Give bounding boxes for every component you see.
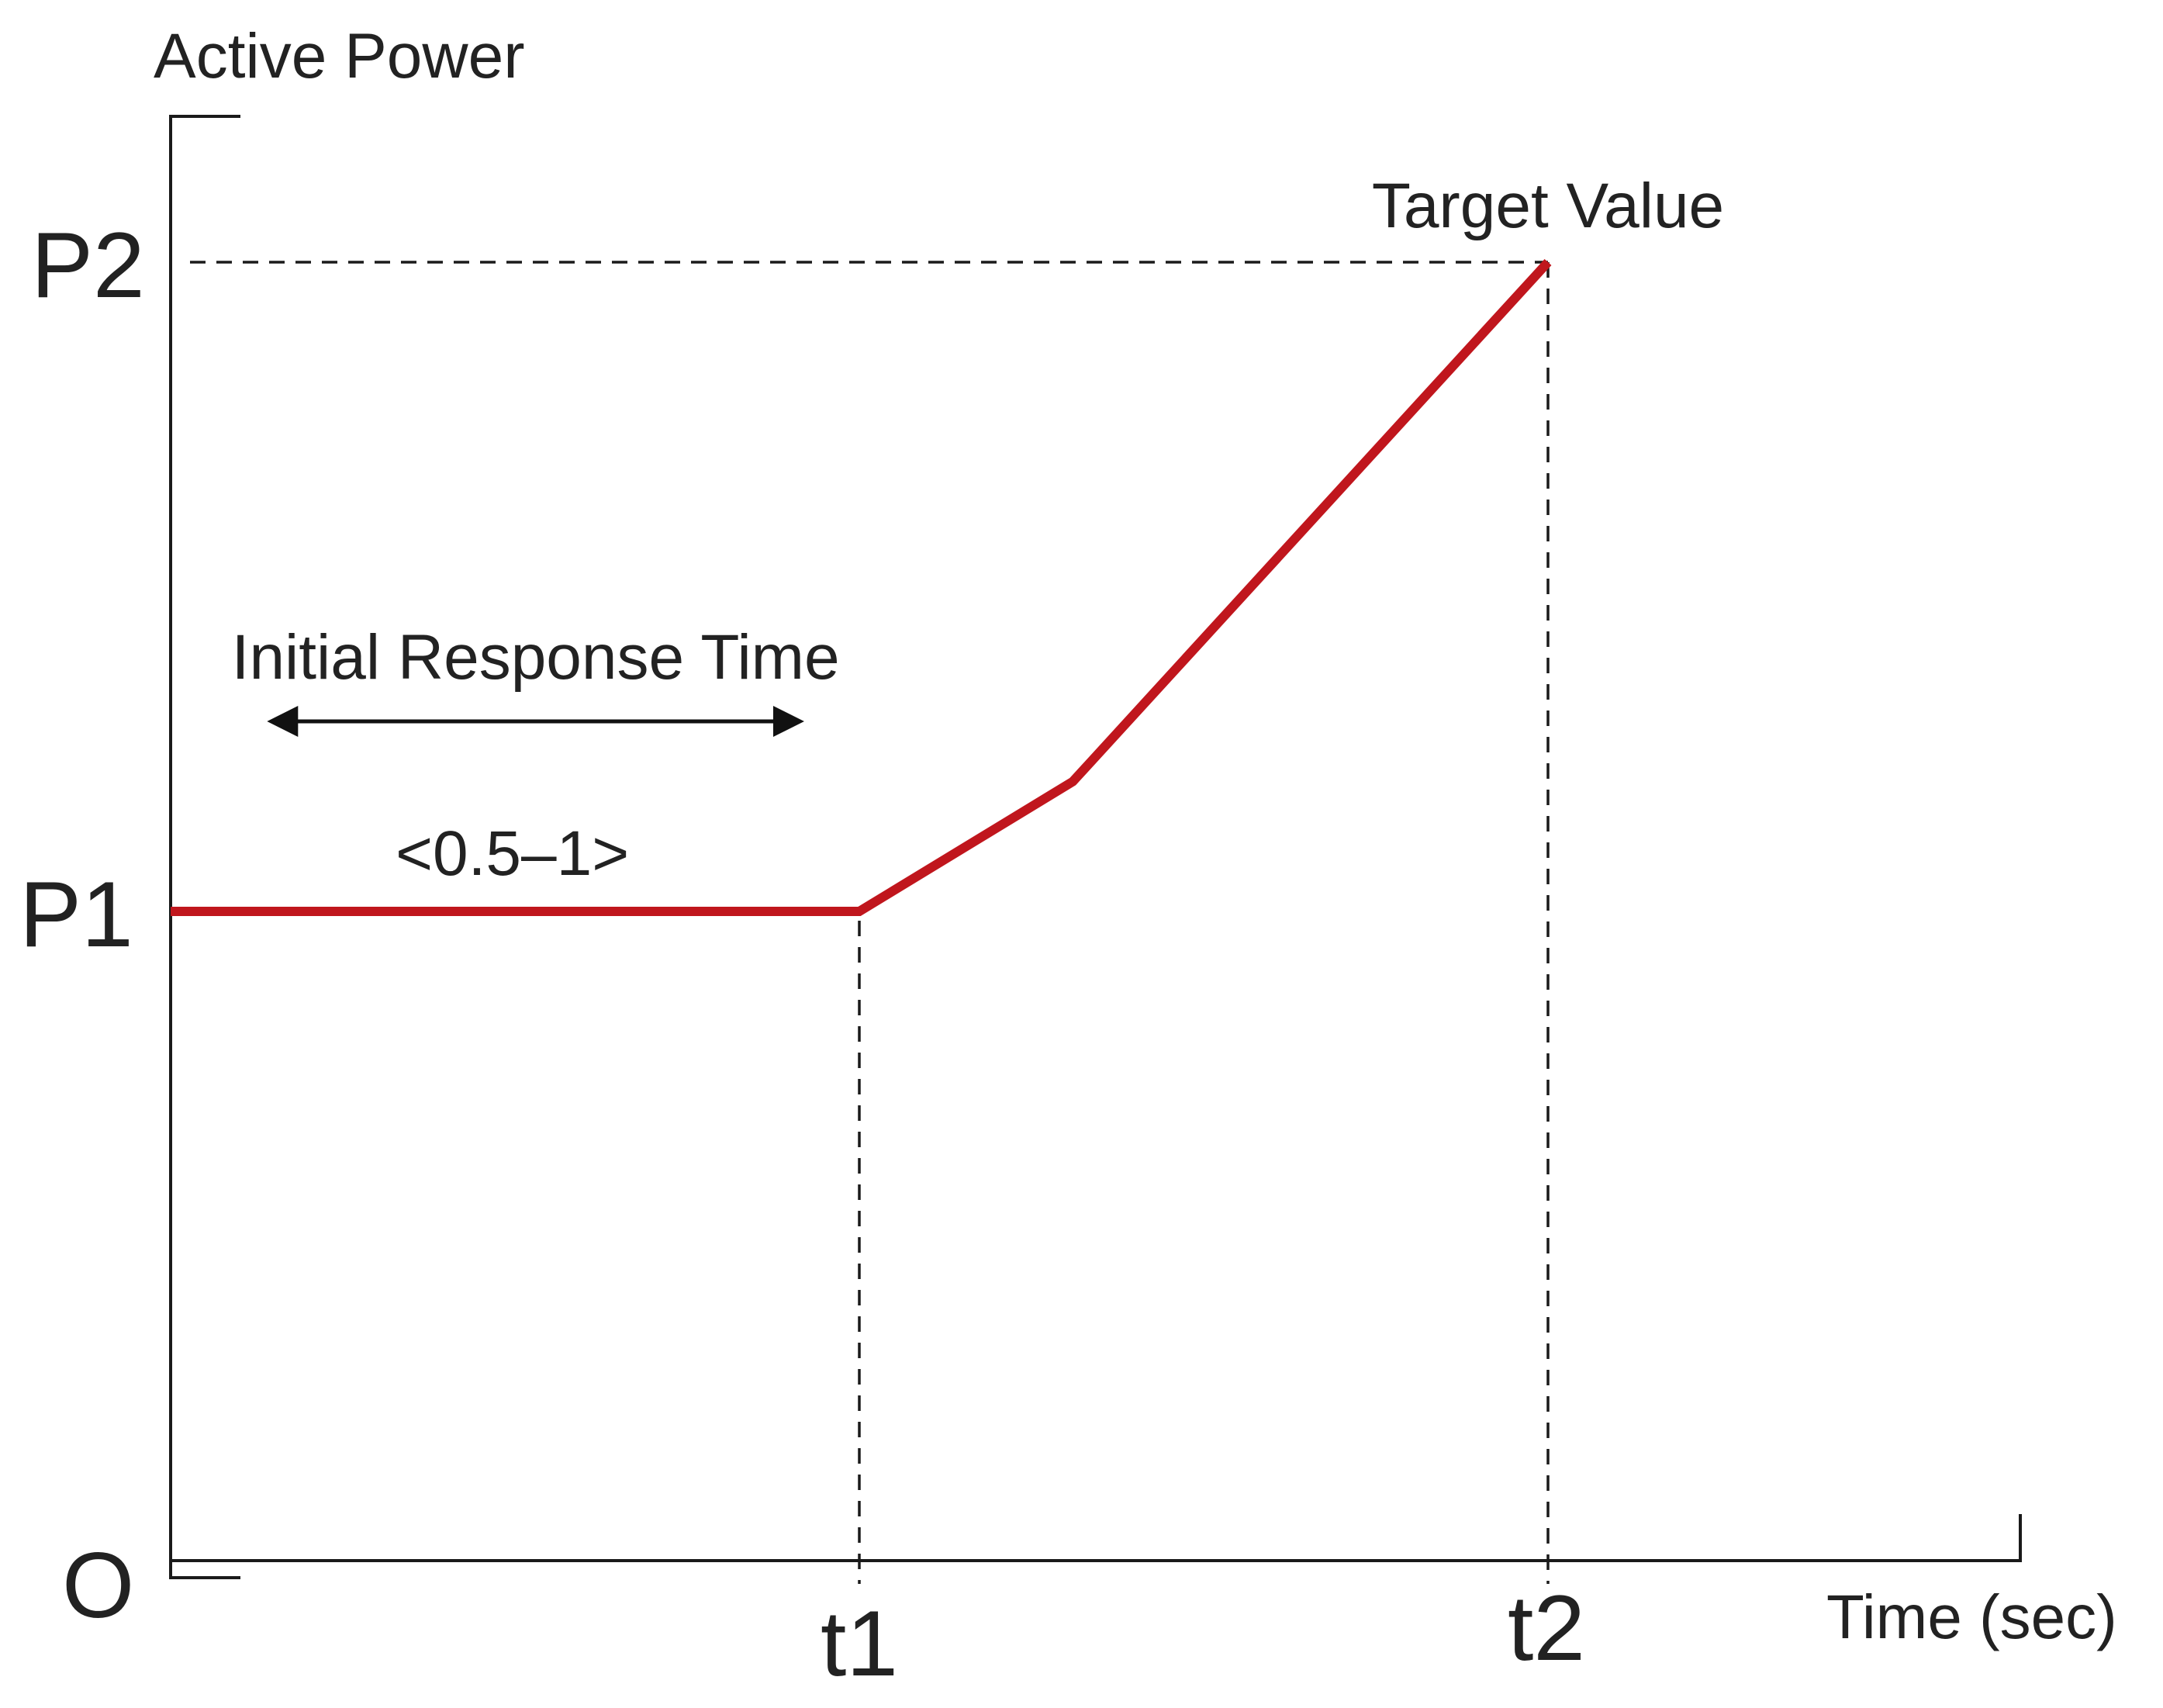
arrow-right-icon (772, 706, 804, 737)
x-axis-label: Time (sec) (1826, 1582, 2117, 1651)
x-axis (169, 1514, 2022, 1562)
target-value-label: Target Value (1372, 171, 1724, 241)
y-tick-label-p2: P2 (31, 213, 145, 317)
active-power-series-line (171, 258, 1552, 916)
x-tick-label-t1: t1 (821, 1592, 898, 1696)
arrow-left-icon (267, 706, 299, 737)
y-tick-label-p1: P1 (19, 863, 133, 966)
y-axis (169, 115, 240, 1579)
y-axis-label: Active Power (154, 21, 525, 92)
response-time-range-label: <0.5–1> (396, 818, 629, 889)
initial-response-time-label: Initial Response Time (232, 622, 840, 693)
origin-label: O (62, 1533, 134, 1637)
x-tick-label-t2: t2 (1508, 1576, 1585, 1680)
